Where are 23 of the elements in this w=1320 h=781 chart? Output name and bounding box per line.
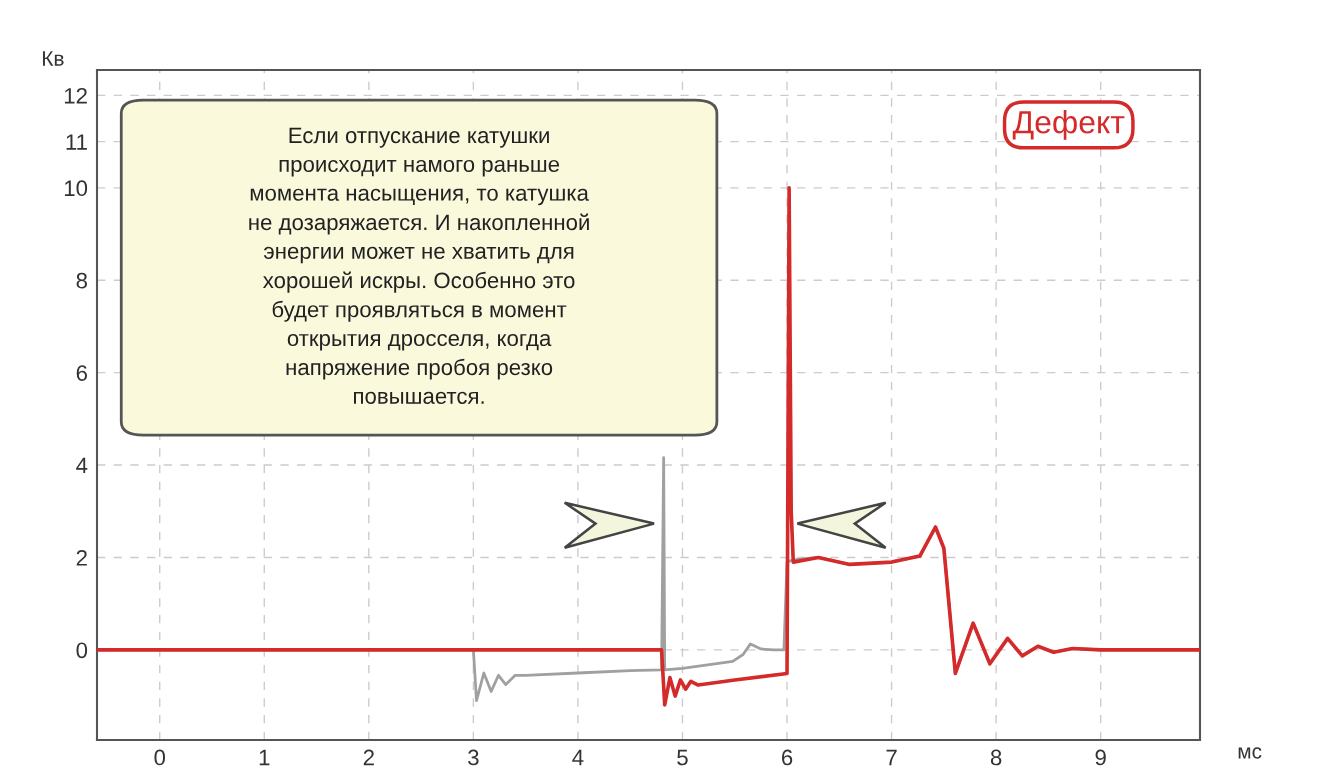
y-tick-label: 4 (76, 457, 88, 474)
line-series (97, 186, 1200, 707)
text: Если отпускание катушки происходит намого раньше момента насыщения, то катушка не дозаряжается. И накопленной энергии может не хватить для хорошей искры. Особенно это будет проявляться в момент открытия дросселя, когда напряжение пробоя резко повышается. (249, 127, 589, 404)
y-tick-label: 0 (76, 642, 88, 659)
x-tick-label: 8 (990, 749, 1002, 766)
y-tick-label: 6 (76, 365, 87, 381)
x-tick-label: 7 (886, 749, 897, 766)
x-tick-label: 2 (363, 749, 374, 766)
y-tick-label: 10 (64, 180, 88, 197)
y-tick-label: 11 (66, 134, 87, 150)
x-tick-label: 4 (572, 749, 584, 766)
x-tick-label: 0 (154, 749, 166, 766)
y-tick-label: 12 (64, 87, 87, 104)
x-tick-label: 3 (468, 749, 479, 766)
y-tick-label: 2 (76, 550, 87, 566)
x-tick-label: 9 (1095, 749, 1106, 766)
x-tick-label: 5 (677, 749, 688, 766)
x-axis-title: мс (1238, 747, 1262, 759)
y-tick-label: 8 (76, 272, 88, 289)
x-tick-label: 6 (781, 749, 793, 766)
x-tick-label: 1 (259, 749, 270, 766)
annotation: Дефект (1012, 110, 1125, 140)
y-axis-title: Кв (42, 51, 64, 66)
